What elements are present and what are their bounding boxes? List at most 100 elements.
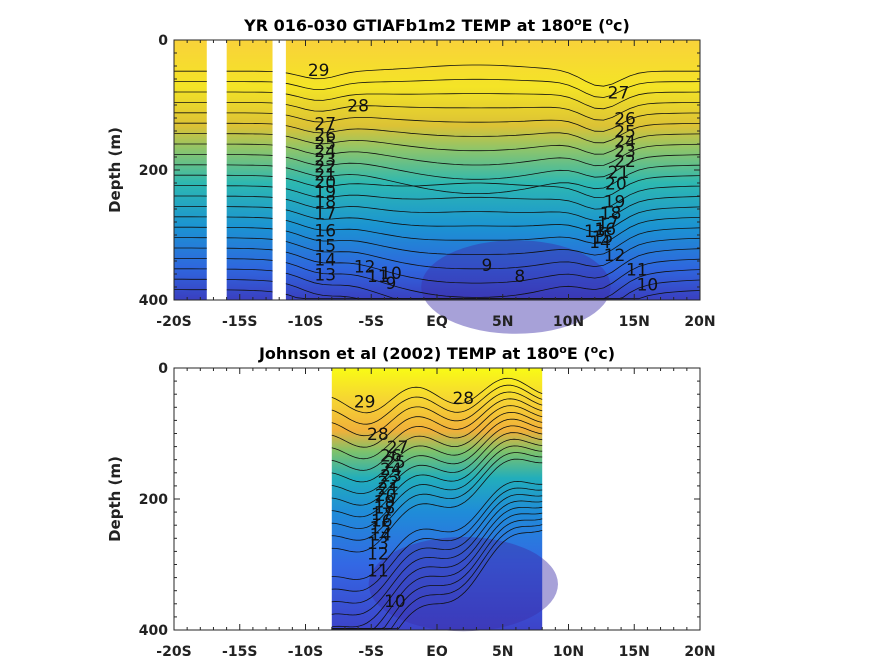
contour-line: [331, 452, 543, 541]
contour-line: [331, 458, 543, 553]
contour-label: 18: [374, 498, 396, 518]
contour-label: 24: [314, 142, 336, 162]
contour-label: 21: [608, 163, 630, 183]
contour-label: 14: [589, 233, 611, 253]
contour-line: [174, 143, 701, 167]
contour-line: [331, 494, 543, 604]
contour-label: 11: [626, 260, 648, 280]
x-tick-label: -5S: [358, 314, 384, 330]
x-tick-label: 20N: [684, 314, 715, 330]
missing-data-gap: [272, 40, 286, 300]
contour-line: [174, 174, 701, 199]
y-axis-label-bottom: Depth (m): [106, 456, 124, 542]
contour-label: 21: [314, 165, 336, 185]
contour-label: 19: [604, 193, 626, 213]
x-tick-label: 15N: [619, 314, 650, 330]
cold-core: [368, 536, 558, 632]
contour-line: [331, 506, 543, 628]
contour-label: 14: [314, 251, 336, 271]
contour-line: [331, 418, 543, 483]
contour-line: [174, 195, 701, 222]
contour-line: [331, 411, 543, 471]
contour-label: 24: [380, 460, 402, 480]
x-tick-label: 10N: [553, 314, 584, 330]
contour-label: 25: [314, 134, 336, 154]
x-tick-label: -15S: [222, 644, 257, 656]
contour-label: 18: [314, 193, 336, 213]
contour-label: 10: [380, 264, 402, 284]
contour-line: [331, 445, 543, 529]
contour-label: 11: [367, 267, 389, 287]
contour-label: 20: [605, 175, 627, 195]
y-tick-label: 0: [158, 361, 168, 377]
contour-label: 29: [354, 392, 376, 412]
contour-label: 11: [367, 561, 389, 581]
contour-line: [174, 91, 700, 110]
contour-line: [174, 154, 701, 180]
x-tick-label: -20S: [156, 644, 191, 656]
x-tick-label: EQ: [426, 314, 448, 330]
contour-label: 16: [371, 512, 393, 532]
contour-label: 26: [314, 126, 336, 146]
contour-label: 17: [371, 505, 393, 525]
chart-title-bottom: Johnson et al (2002) TEMP at 180oE (oc): [258, 343, 615, 363]
contour-label: 15: [592, 228, 614, 248]
heatmap-fill: [331, 368, 543, 630]
x-tick-label: 10N: [553, 644, 584, 656]
contour-label: 27: [314, 115, 336, 135]
contour-line: [331, 438, 543, 518]
contour-label: 10: [384, 592, 406, 612]
contour-label: 14: [370, 525, 392, 545]
x-tick-label: -20S: [156, 314, 191, 330]
contour-label: 17: [597, 214, 619, 234]
contour-line: [174, 122, 701, 144]
contour-label: 25: [614, 123, 636, 143]
contour-label: 26: [614, 110, 636, 130]
contour-label: 25: [384, 453, 406, 473]
contour-label: 19: [314, 182, 336, 202]
contour-label: 21: [378, 479, 400, 499]
contour-line: [331, 391, 543, 437]
contour-lines-bottom: [331, 377, 543, 630]
y-tick-label: 400: [139, 293, 168, 309]
contour-label: 19: [374, 493, 396, 513]
contour-label: 17: [314, 204, 336, 224]
contour-line: [174, 112, 700, 132]
missing-data-gap: [206, 40, 227, 300]
x-tick-label: -10S: [288, 314, 323, 330]
heatmap-field-bottom: [331, 368, 558, 632]
contour-label: 22: [378, 473, 400, 493]
cold-core: [421, 240, 611, 334]
contour-label: 16: [594, 220, 616, 240]
x-tick-label: -15S: [222, 314, 257, 330]
contour-labels-bottom: 29 28282726252423222120191817161514131211…: [354, 389, 474, 612]
contour-line: [174, 206, 701, 233]
contour-line: [174, 216, 701, 245]
contour-line: [331, 384, 543, 425]
contour-label: 16: [314, 221, 336, 241]
contour-label: 23: [380, 466, 402, 486]
contour-label: 12: [604, 246, 626, 266]
contour-line: [331, 432, 543, 506]
contour-label: 27: [608, 84, 630, 104]
y-axis-label-top: Depth (m): [106, 127, 124, 213]
y-tick-label: 200: [139, 163, 168, 179]
contour-label: 22: [314, 158, 336, 178]
contour-label: 9: [482, 256, 493, 276]
contour-line: [174, 133, 701, 155]
contour-label: 10: [637, 275, 659, 295]
axes-bottom: -20S -15S -10S -5S EQ 5N 10N 15N 20N 0 200 400: [139, 361, 716, 656]
x-tick-label: EQ: [426, 644, 448, 656]
x-tick-label: 5N: [492, 644, 513, 656]
contour-line: [331, 500, 543, 616]
contour-line: [331, 405, 543, 460]
contour-label: 8: [514, 267, 525, 287]
contour-label: 9: [386, 274, 397, 294]
chart-bottom: 29 28282726252423222120191817161514131211…: [106, 343, 716, 656]
contour-line: [174, 102, 701, 121]
contour-label: 23: [614, 142, 636, 162]
contour-line: [331, 487, 543, 592]
contour-line: [174, 185, 701, 210]
contour-line: [331, 480, 543, 580]
